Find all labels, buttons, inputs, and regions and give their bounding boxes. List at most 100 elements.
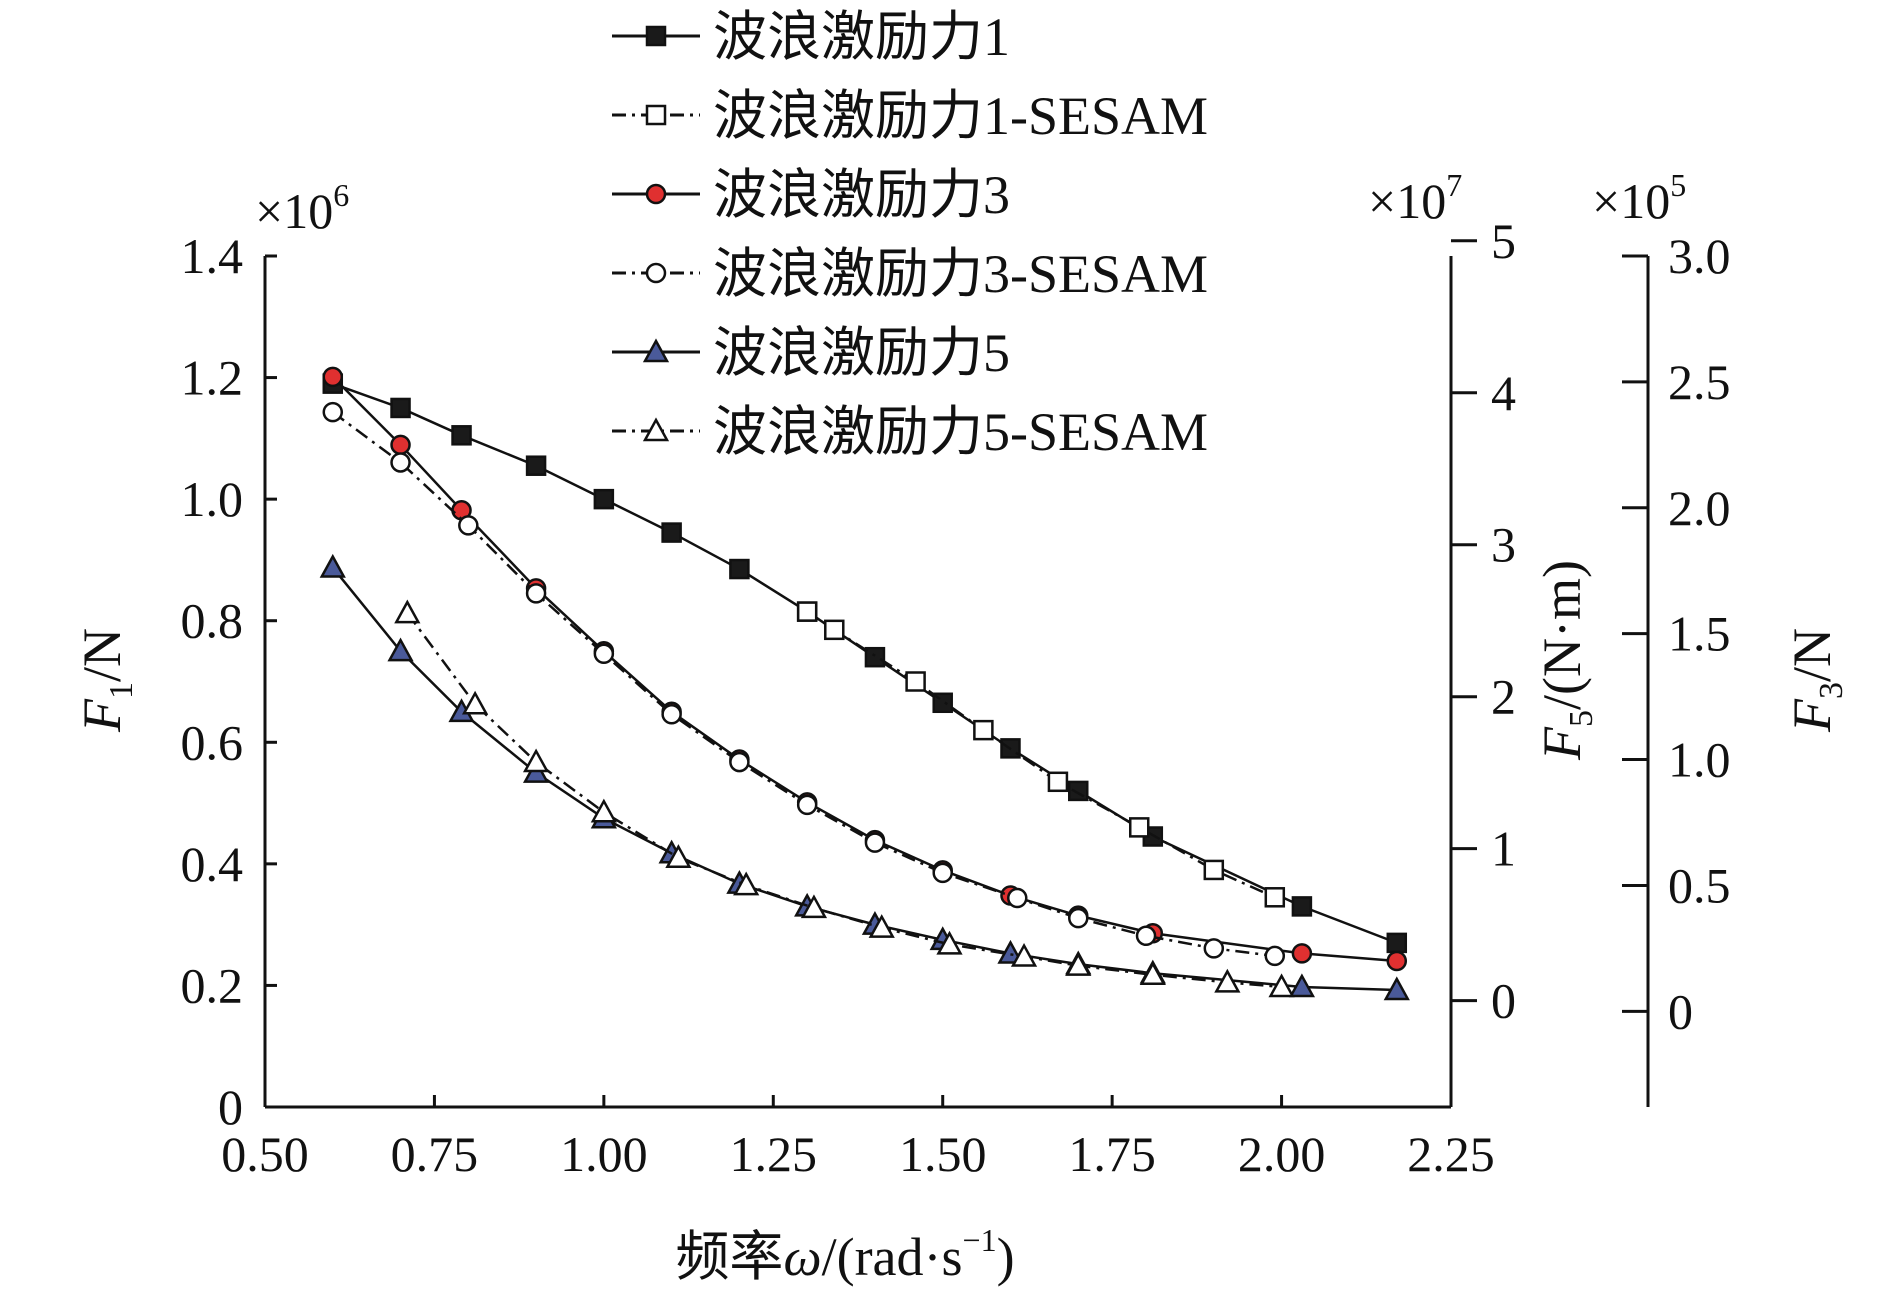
legend-marker xyxy=(645,25,667,47)
x-tick-label: 1.75 xyxy=(1068,1126,1156,1182)
x-tick-label: 2.00 xyxy=(1238,1126,1326,1182)
series-point xyxy=(864,646,886,668)
series-point xyxy=(733,871,760,896)
series-point xyxy=(1139,961,1166,986)
series-point xyxy=(322,401,344,423)
x-tick-label: 1.25 xyxy=(730,1126,818,1182)
series-point xyxy=(319,553,346,578)
legend: 波浪激励力1 波浪激励力1-SESAM 波浪激励力3 波浪激励力3-SESAM 波浪激励… xyxy=(612,7,1208,462)
series-point xyxy=(1129,817,1150,838)
series-point xyxy=(1010,942,1038,967)
right-outer-tick-label: 0.5 xyxy=(1668,857,1731,913)
series-point xyxy=(1291,943,1313,964)
series-point xyxy=(1007,887,1028,909)
series-point xyxy=(1214,968,1241,993)
right-outer-tick-label: 1.0 xyxy=(1668,732,1731,788)
series-point xyxy=(1386,950,1408,972)
series-point xyxy=(661,522,682,543)
legend-label: 波浪激励力1 xyxy=(713,7,1010,67)
series-point xyxy=(593,488,615,510)
x-axis-title: 频率ω/(rad·s−1) xyxy=(675,1222,1014,1287)
series-point xyxy=(590,798,617,823)
series-point xyxy=(1291,896,1313,917)
series-point xyxy=(973,719,994,741)
series-point xyxy=(451,425,472,446)
legend-entry: 波浪激励力5-SESAM xyxy=(612,402,1208,462)
series-point xyxy=(800,894,828,919)
right-inner-tick-label: 5 xyxy=(1491,213,1516,269)
series-point xyxy=(387,637,414,662)
series-point xyxy=(461,690,489,715)
series-point xyxy=(593,643,615,665)
legend-label: 波浪激励力5 xyxy=(713,323,1010,383)
series-point xyxy=(390,452,411,473)
left-tick-label: 1.0 xyxy=(181,471,244,527)
right-outer-tick-label: 0 xyxy=(1668,983,1693,1039)
right-outer-tick-label: 2.0 xyxy=(1668,480,1731,536)
series-point xyxy=(1065,952,1092,976)
legend-marker xyxy=(642,417,670,442)
series-point xyxy=(1135,925,1157,947)
right-inner-tick-label: 2 xyxy=(1491,669,1516,725)
series-point xyxy=(525,583,547,604)
legend-entry: 波浪激励力1-SESAM xyxy=(612,86,1208,146)
left-tick-label: 0 xyxy=(218,1079,243,1135)
x-axis-ticks: 0.50 0.75 1.00 1.25 1.50 1.75 2.00 2.25 xyxy=(221,1095,1495,1182)
right-outer-axis-multiplier: ×105 xyxy=(1592,167,1686,229)
right-inner-tick-label: 1 xyxy=(1491,821,1516,877)
right-outer-axis-title: F3/N xyxy=(1782,628,1850,733)
series-layer xyxy=(319,366,1410,1001)
series-point xyxy=(390,434,411,456)
x-tick-label: 0.75 xyxy=(391,1126,479,1182)
series-point xyxy=(1288,973,1316,998)
series-point xyxy=(1068,907,1089,929)
left-tick-label: 1.2 xyxy=(181,350,244,406)
series-point xyxy=(796,601,818,622)
series-point xyxy=(864,832,886,853)
series-point xyxy=(936,930,963,955)
legend-marker xyxy=(645,104,667,126)
series-point xyxy=(932,862,953,884)
series-point xyxy=(997,939,1024,964)
left-tick-label: 0.6 xyxy=(181,714,244,770)
series-point xyxy=(665,844,692,869)
right-inner-y-axis-ticks: 0 1 2 3 4 5 xyxy=(1451,213,1516,1029)
series-point xyxy=(661,703,682,725)
left-axis-title: F1/N xyxy=(72,628,140,733)
right-outer-tick-label: 1.5 xyxy=(1668,606,1731,662)
series-point xyxy=(729,751,750,773)
left-axis-multiplier: ×106 xyxy=(255,177,349,239)
plot-frame xyxy=(263,256,1650,1109)
series-point xyxy=(1386,932,1408,954)
series-line xyxy=(806,610,1276,899)
legend-entry: 波浪激励力3-SESAM xyxy=(612,244,1208,304)
left-y-axis-ticks: 0 0.2 0.4 0.6 0.8 1.0 1.2 1.4 xyxy=(181,228,277,1135)
left-tick-label: 0.8 xyxy=(181,593,244,649)
series-point xyxy=(1047,771,1069,793)
legend-marker xyxy=(645,183,667,205)
series-point xyxy=(1203,938,1225,959)
series-point xyxy=(729,558,750,580)
right-outer-tick-label: 3.0 xyxy=(1668,228,1731,284)
series-point xyxy=(1268,973,1295,998)
series-point xyxy=(522,748,550,773)
series-point xyxy=(1264,945,1286,967)
series-point xyxy=(868,914,895,938)
legend-label: 波浪激励力1-SESAM xyxy=(713,86,1208,146)
x-tick-label: 2.25 xyxy=(1407,1126,1495,1182)
x-tick-label: 1.00 xyxy=(560,1126,648,1182)
series-point xyxy=(458,515,479,536)
right-outer-y-axis-ticks: 0 0.5 1.0 1.5 2.0 2.5 3.0 xyxy=(1622,228,1731,1039)
series-point xyxy=(1264,887,1286,908)
series-point xyxy=(525,455,547,476)
legend-marker xyxy=(645,262,667,284)
legend-label: 波浪激励力3 xyxy=(713,165,1010,225)
series-point xyxy=(322,366,344,388)
right-inner-tick-label: 3 xyxy=(1491,517,1516,573)
left-tick-label: 0.4 xyxy=(181,836,244,892)
right-inner-axis-title: F5/(N·m) xyxy=(1532,560,1600,761)
x-tick-label: 0.50 xyxy=(221,1126,309,1182)
legend-marker xyxy=(642,338,670,363)
